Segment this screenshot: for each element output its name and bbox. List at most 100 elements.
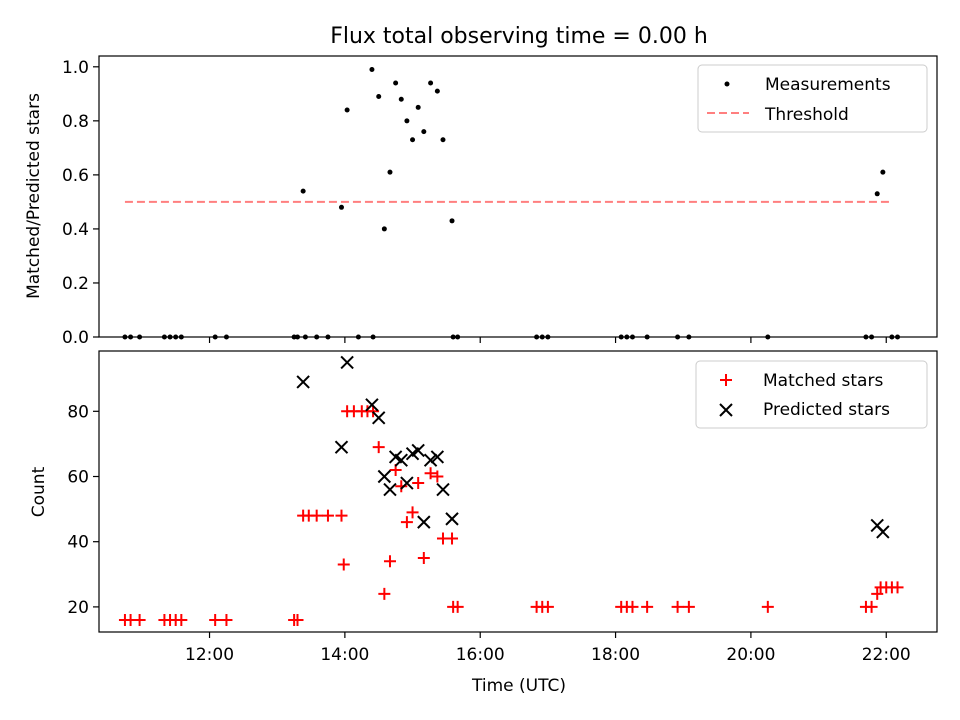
bottom-plot-area xyxy=(118,355,904,626)
measurement-point xyxy=(300,188,306,194)
bottom-legend: Matched stars Predicted stars xyxy=(695,360,928,429)
figure-title: Flux total observing time = 0.00 h xyxy=(330,24,708,49)
measurement-point xyxy=(393,80,399,86)
predicted-star-point xyxy=(436,482,450,497)
measurement-point xyxy=(874,191,880,197)
matched-star-point xyxy=(395,480,408,493)
predicted-star-point xyxy=(365,398,379,412)
top-y-tick-label: 0.4 xyxy=(62,220,89,240)
top-y-tick-label: 0.8 xyxy=(62,112,89,132)
measurement-point xyxy=(434,88,440,94)
legend-measurements-label: Measurements xyxy=(765,75,891,95)
measurement-point xyxy=(404,118,410,124)
predicted-star-point xyxy=(876,525,890,539)
bottom-x-axis: 12:00 14:00 16:00 18:00 20:00 22:00 xyxy=(185,632,911,665)
x-tick-label: 18:00 xyxy=(591,645,640,665)
top-panel: 0.0 0.2 0.4 0.6 0.8 1.0 Matched/Predicted sta… xyxy=(24,55,938,348)
measurement-point xyxy=(449,218,455,224)
measurement-point xyxy=(369,67,375,73)
measurement-point xyxy=(376,94,382,100)
x-tick-label: 22:00 xyxy=(862,645,911,665)
matched-star-point xyxy=(406,506,419,519)
measurement-point xyxy=(398,96,404,102)
predicted-star-point xyxy=(377,469,392,484)
predicted-star-point xyxy=(411,443,425,458)
top-y-axis-label: Matched/Predicted stars xyxy=(24,93,44,299)
top-plot-area xyxy=(122,67,901,340)
bottom-y-tick-label: 60 xyxy=(67,468,89,488)
predicted-star-point xyxy=(423,453,438,467)
matched-star-point xyxy=(372,441,385,454)
predicted-star-point xyxy=(334,440,349,454)
bottom-axes-frame xyxy=(98,350,938,633)
measurement-point xyxy=(880,169,886,175)
x-axis-label: Time (UTC) xyxy=(471,676,566,696)
matched-star-point xyxy=(335,509,348,522)
measurement-point xyxy=(428,80,434,86)
matched-star-point xyxy=(671,600,684,613)
legend-threshold-label: Threshold xyxy=(764,105,849,125)
x-tick-label: 14:00 xyxy=(320,645,369,665)
matched-star-point xyxy=(400,516,413,529)
predicted-star-point xyxy=(430,450,445,464)
x-tick-label: 12:00 xyxy=(185,645,234,665)
matched-star-point xyxy=(310,509,323,522)
matched-star-point xyxy=(682,600,695,613)
predicted-star-point xyxy=(400,476,414,490)
legend-matched-label: Matched stars xyxy=(763,371,883,391)
matched-star-point xyxy=(133,613,146,626)
legend-matched-marker xyxy=(720,374,732,386)
legend-predicted-marker xyxy=(719,403,733,417)
matched-star-point xyxy=(220,613,233,626)
measurement-point xyxy=(415,104,421,110)
matched-star-point xyxy=(446,532,459,545)
matched-star-point xyxy=(626,600,639,613)
matched-star-point xyxy=(412,477,425,490)
matched-star-point xyxy=(761,600,774,613)
predicted-star-point xyxy=(296,375,310,389)
measurement-point xyxy=(440,137,446,143)
matched-star-point xyxy=(417,552,430,565)
matched-star-point xyxy=(321,509,334,522)
legend-predicted-label: Predicted stars xyxy=(763,400,890,420)
top-y-tick-label: 0.6 xyxy=(62,166,89,186)
matched-star-point xyxy=(891,581,904,594)
predicted-star-point xyxy=(383,482,397,497)
bottom-y-tick-label: 20 xyxy=(67,598,89,618)
top-legend: Measurements Threshold xyxy=(697,64,928,133)
matched-star-point xyxy=(541,600,554,613)
matched-star-point xyxy=(175,613,188,626)
matched-star-point xyxy=(291,613,304,626)
top-y-tick-label: 1.0 xyxy=(62,58,89,78)
matched-star-point xyxy=(378,587,391,600)
matched-star-point xyxy=(209,613,222,626)
measurement-point xyxy=(338,204,344,210)
predicted-star-point xyxy=(445,512,459,526)
measurement-point xyxy=(387,169,393,175)
top-y-tick-label: 0.0 xyxy=(62,328,89,348)
bottom-y-tick-label: 40 xyxy=(67,533,89,553)
bottom-y-axis: 20 40 60 80 xyxy=(67,402,99,618)
matched-star-point xyxy=(871,587,884,600)
predicted-star-point xyxy=(340,355,354,370)
predicted-star-point xyxy=(417,515,431,529)
x-tick-label: 16:00 xyxy=(456,645,505,665)
matched-star-point xyxy=(337,558,350,571)
top-legend-box xyxy=(697,64,928,133)
measurement-point xyxy=(421,129,427,135)
legend-measurements-marker xyxy=(724,81,730,87)
bottom-legend-box xyxy=(695,360,928,429)
top-y-tick-label: 0.2 xyxy=(62,274,89,294)
bottom-y-tick-label: 80 xyxy=(67,402,89,422)
matched-star-point xyxy=(641,600,654,613)
matched-star-point xyxy=(865,600,878,613)
measurement-point xyxy=(344,107,350,113)
matched-star-point xyxy=(431,470,444,483)
top-x-ticks xyxy=(208,337,887,343)
top-axes-frame xyxy=(98,55,938,338)
measurement-point xyxy=(381,226,387,232)
predicted-star-point xyxy=(372,411,386,425)
top-y-axis: 0.0 0.2 0.4 0.6 0.8 1.0 xyxy=(62,58,99,348)
